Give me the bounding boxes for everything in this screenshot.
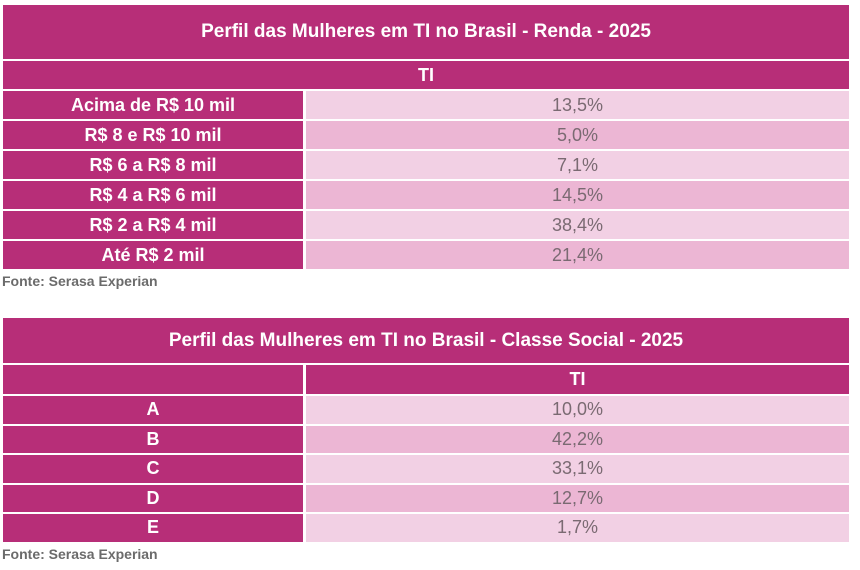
- social-class-source-note: Fonte: Serasa Experian: [2, 546, 158, 562]
- social-class-table-header: TI: [306, 365, 849, 394]
- table-row: R$ 8 e R$ 10 mil 5,0%: [3, 121, 849, 149]
- row-value: 14,5%: [306, 181, 849, 209]
- row-label: R$ 4 a R$ 6 mil: [3, 181, 303, 209]
- row-label: R$ 6 a R$ 8 mil: [3, 151, 303, 179]
- row-value: 12,7%: [306, 484, 849, 512]
- table-row: R$ 6 a R$ 8 mil 7,1%: [3, 151, 849, 179]
- row-label: R$ 8 e R$ 10 mil: [3, 121, 303, 149]
- income-table: Perfil das Mulheres em TI no Brasil - Re…: [3, 5, 849, 269]
- table-row: R$ 4 a R$ 6 mil 14,5%: [3, 181, 849, 209]
- row-value: 21,4%: [306, 241, 849, 269]
- row-value: 7,1%: [306, 151, 849, 179]
- row-label: B: [3, 425, 303, 453]
- row-label: R$ 2 a R$ 4 mil: [3, 211, 303, 239]
- row-label: A: [3, 396, 303, 424]
- social-class-header-blank: [3, 365, 303, 394]
- table-row: Acima de R$ 10 mil 13,5%: [3, 91, 849, 119]
- income-table-header: TI: [3, 61, 849, 89]
- table-row: B 42,2%: [3, 425, 849, 453]
- row-value: 1,7%: [306, 514, 849, 542]
- row-value: 42,2%: [306, 425, 849, 453]
- row-label: C: [3, 455, 303, 483]
- table-row: D 12,7%: [3, 484, 849, 512]
- social-class-table: Perfil das Mulheres em TI no Brasil - Cl…: [3, 318, 849, 542]
- row-label: D: [3, 484, 303, 512]
- row-label: E: [3, 514, 303, 542]
- row-value: 5,0%: [306, 121, 849, 149]
- table-row: E 1,7%: [3, 514, 849, 542]
- row-label: Até R$ 2 mil: [3, 241, 303, 269]
- row-value: 10,0%: [306, 396, 849, 424]
- row-label: Acima de R$ 10 mil: [3, 91, 303, 119]
- table-row: Até R$ 2 mil 21,4%: [3, 241, 849, 269]
- table-row: R$ 2 a R$ 4 mil 38,4%: [3, 211, 849, 239]
- table-row: C 33,1%: [3, 455, 849, 483]
- row-value: 38,4%: [306, 211, 849, 239]
- table-row: A 10,0%: [3, 396, 849, 424]
- income-table-title: Perfil das Mulheres em TI no Brasil - Re…: [3, 5, 849, 59]
- income-source-note: Fonte: Serasa Experian: [2, 273, 158, 289]
- row-value: 13,5%: [306, 91, 849, 119]
- row-value: 33,1%: [306, 455, 849, 483]
- social-class-table-title: Perfil das Mulheres em TI no Brasil - Cl…: [3, 318, 849, 363]
